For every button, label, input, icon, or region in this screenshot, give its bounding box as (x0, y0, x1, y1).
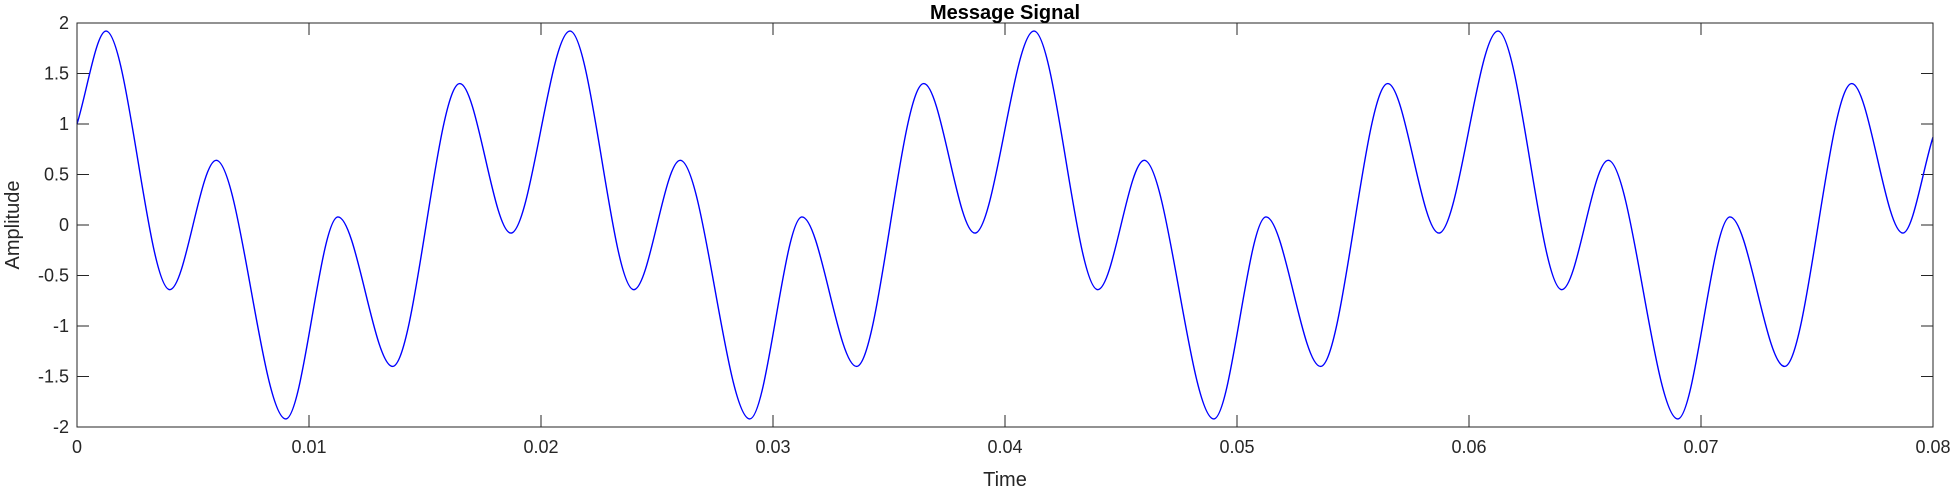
y-tick-label: -1.5 (38, 367, 69, 387)
x-axis-label: Time (983, 469, 1027, 490)
x-tick-label: 0.04 (987, 437, 1022, 457)
y-tick-label: 1.5 (44, 64, 69, 84)
y-tick-label: 1 (59, 114, 69, 134)
y-tick-label: -2 (53, 417, 69, 437)
x-tick-label: 0.07 (1683, 437, 1718, 457)
x-tick-labels: 0 0.01 0.02 0.03 0.04 0.05 0.06 0.07 0.08 (72, 437, 1951, 457)
chart-title: Message Signal (930, 2, 1080, 24)
y-tick-label: -0.5 (38, 266, 69, 286)
x-tick-label: 0.01 (291, 437, 326, 457)
x-tick-label: 0.06 (1451, 437, 1486, 457)
x-tick-label: 0.08 (1915, 437, 1950, 457)
y-tick-label: 2 (59, 13, 69, 33)
x-tick-label: 0 (72, 437, 82, 457)
x-tick-label: 0.02 (523, 437, 558, 457)
x-tick-label: 0.03 (755, 437, 790, 457)
plot-area (77, 23, 1933, 427)
y-axis-label: Amplitude (2, 181, 24, 270)
plot-frame (76, 22, 1934, 428)
series-line (76, 30, 1934, 420)
y-tick-label: 0 (59, 215, 69, 235)
x-tick-label: 0.05 (1219, 437, 1254, 457)
y-tick-labels: -2 -1.5 -1 -0.5 0 0.5 1 1.5 2 (38, 13, 69, 437)
y-tick-label: 0.5 (44, 165, 69, 185)
y-tick-label: -1 (53, 316, 69, 336)
